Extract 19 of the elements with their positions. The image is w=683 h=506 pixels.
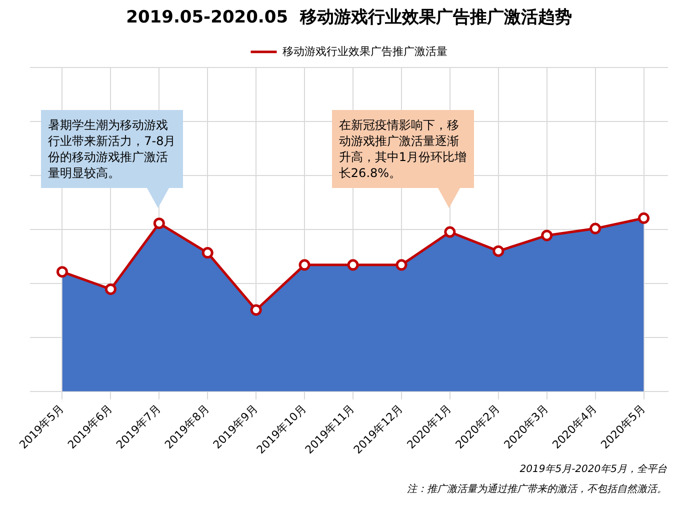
text: 暑期学生潮为移动游戏行业带来新活力，7-8月份的移动游戏推广激活量明显较高。 bbox=[41, 110, 184, 188]
text: 2019年5月-2020年5月，全平台 bbox=[520, 462, 667, 476]
legend-label: 移动游戏行业效果广告推广激活量 bbox=[282, 44, 448, 58]
point bbox=[541, 230, 553, 242]
point bbox=[347, 259, 359, 271]
point bbox=[250, 304, 262, 316]
text: 在新冠疫情影响下，移动游戏推广激活量逐渐升高，其中1月份环比增长26.8%。 bbox=[332, 110, 474, 188]
point bbox=[104, 283, 116, 295]
point bbox=[638, 212, 650, 224]
point bbox=[444, 226, 456, 238]
point bbox=[396, 259, 408, 271]
text: 注：推广激活量为通过推广带来的激活，不包括自然激活。 bbox=[407, 482, 667, 496]
point bbox=[56, 266, 68, 278]
point bbox=[492, 245, 504, 257]
point bbox=[153, 218, 165, 230]
chart-title: 2019.05-2020.05 移动游戏行业效果广告推广激活趋势 bbox=[126, 8, 572, 28]
point bbox=[590, 222, 602, 234]
point bbox=[202, 247, 214, 259]
point bbox=[298, 259, 310, 271]
